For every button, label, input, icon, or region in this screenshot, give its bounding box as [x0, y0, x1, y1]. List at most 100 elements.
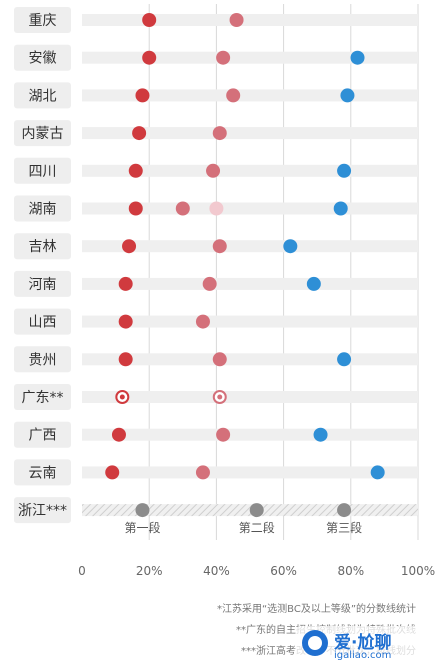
point: [340, 88, 355, 103]
province-label-box: [14, 195, 71, 222]
footnote-1: *江苏采用“选测BC及以上等级”的分数线统计: [217, 602, 416, 615]
x-tick-label: 80%: [337, 564, 364, 578]
province-label-box: [14, 120, 71, 147]
watermark-badge: 爱·尬聊 igaliao.com: [296, 626, 432, 666]
province-label-box: [14, 7, 71, 33]
province-label-box: [14, 308, 71, 335]
point: [128, 163, 143, 178]
province-label: 四川: [29, 164, 57, 180]
province-label: 湖北: [29, 88, 57, 104]
province-label-box: [14, 421, 71, 448]
province-label-box: [14, 233, 71, 260]
point: [105, 465, 120, 480]
row-bar: [82, 391, 418, 403]
province-label-box: [14, 82, 71, 109]
x-tick-label: 0: [78, 564, 86, 578]
row-bar: [82, 164, 418, 177]
province-label-box: [14, 270, 71, 297]
row-bar: [82, 202, 418, 215]
point: [283, 239, 298, 254]
province-label: 河南: [29, 277, 57, 293]
segment-label: 第三段: [326, 520, 362, 535]
point: [306, 276, 321, 291]
row-bar: [82, 277, 418, 290]
province-label: 广西: [29, 428, 57, 444]
point: [216, 427, 231, 442]
province-label: 湖南: [29, 202, 57, 218]
x-tick-label: 40%: [203, 564, 230, 578]
point: [118, 276, 133, 291]
province-label: 贵州: [29, 352, 57, 368]
point: [111, 427, 126, 442]
x-tick-label: 20%: [136, 564, 163, 578]
province-label-box: [14, 459, 71, 486]
point: [337, 163, 352, 178]
point: [195, 465, 210, 480]
province-label: 云南: [29, 465, 57, 481]
point: [216, 50, 231, 65]
point: [195, 314, 210, 329]
province-label: 安徽: [29, 51, 57, 67]
segment-label: 第二段: [239, 520, 275, 535]
x-tick-label: 100%: [401, 564, 435, 578]
province-label-box: [14, 346, 71, 373]
province-label: 广东**: [22, 390, 64, 406]
point: [333, 201, 348, 216]
point: [128, 201, 143, 216]
point: [229, 13, 244, 27]
segment-labels: 第一段 第二段 第三段: [124, 520, 362, 535]
point: [350, 50, 365, 65]
point: [212, 239, 227, 254]
province-label-box: [14, 44, 71, 71]
province-label-box: [14, 384, 71, 410]
point-faint: [209, 201, 224, 216]
row-bar: [82, 353, 418, 366]
watermark-logo-icon: [302, 630, 328, 656]
row-bar: [82, 240, 418, 253]
x-tick-label: 60%: [270, 564, 297, 578]
watermark-title: 爱·尬聊: [334, 633, 392, 653]
point: [249, 503, 264, 518]
point: [118, 352, 133, 367]
province-label: 吉林: [29, 239, 57, 255]
point: [313, 427, 328, 442]
point: [135, 88, 150, 103]
row-bars: [82, 14, 418, 517]
point: [119, 394, 125, 400]
grid-lines: [148, 4, 419, 540]
province-label-box: [14, 497, 71, 524]
point: [142, 50, 157, 65]
x-axis: 0 20% 40% 60% 80% 100%: [78, 564, 435, 578]
row-bar: [82, 51, 418, 64]
row-bar: [82, 315, 418, 328]
row-bar: [82, 466, 418, 479]
row-bar: [82, 14, 418, 26]
point: [175, 201, 190, 216]
point: [118, 314, 133, 329]
row-bar: [82, 127, 418, 140]
province-label: 浙江***: [18, 503, 67, 519]
point: [337, 352, 352, 367]
row-bar: [82, 89, 418, 102]
point: [206, 163, 221, 178]
province-label-box: [14, 157, 71, 184]
point: [226, 88, 241, 103]
data-points: [105, 13, 385, 518]
point: [212, 352, 227, 367]
point: [132, 126, 147, 141]
point: [202, 276, 217, 291]
segment-label: 第一段: [124, 520, 160, 535]
row-bar: [82, 428, 418, 441]
point: [337, 503, 352, 518]
point: [212, 126, 227, 141]
point: [135, 503, 150, 518]
watermark-url: igaliao.com: [334, 650, 392, 661]
province-label: 山西: [29, 315, 57, 331]
point: [142, 13, 157, 27]
point: [217, 394, 223, 400]
province-label: 重庆: [29, 13, 57, 29]
province-label: 内蒙古: [22, 126, 64, 142]
point: [122, 239, 137, 254]
point: [370, 465, 385, 480]
